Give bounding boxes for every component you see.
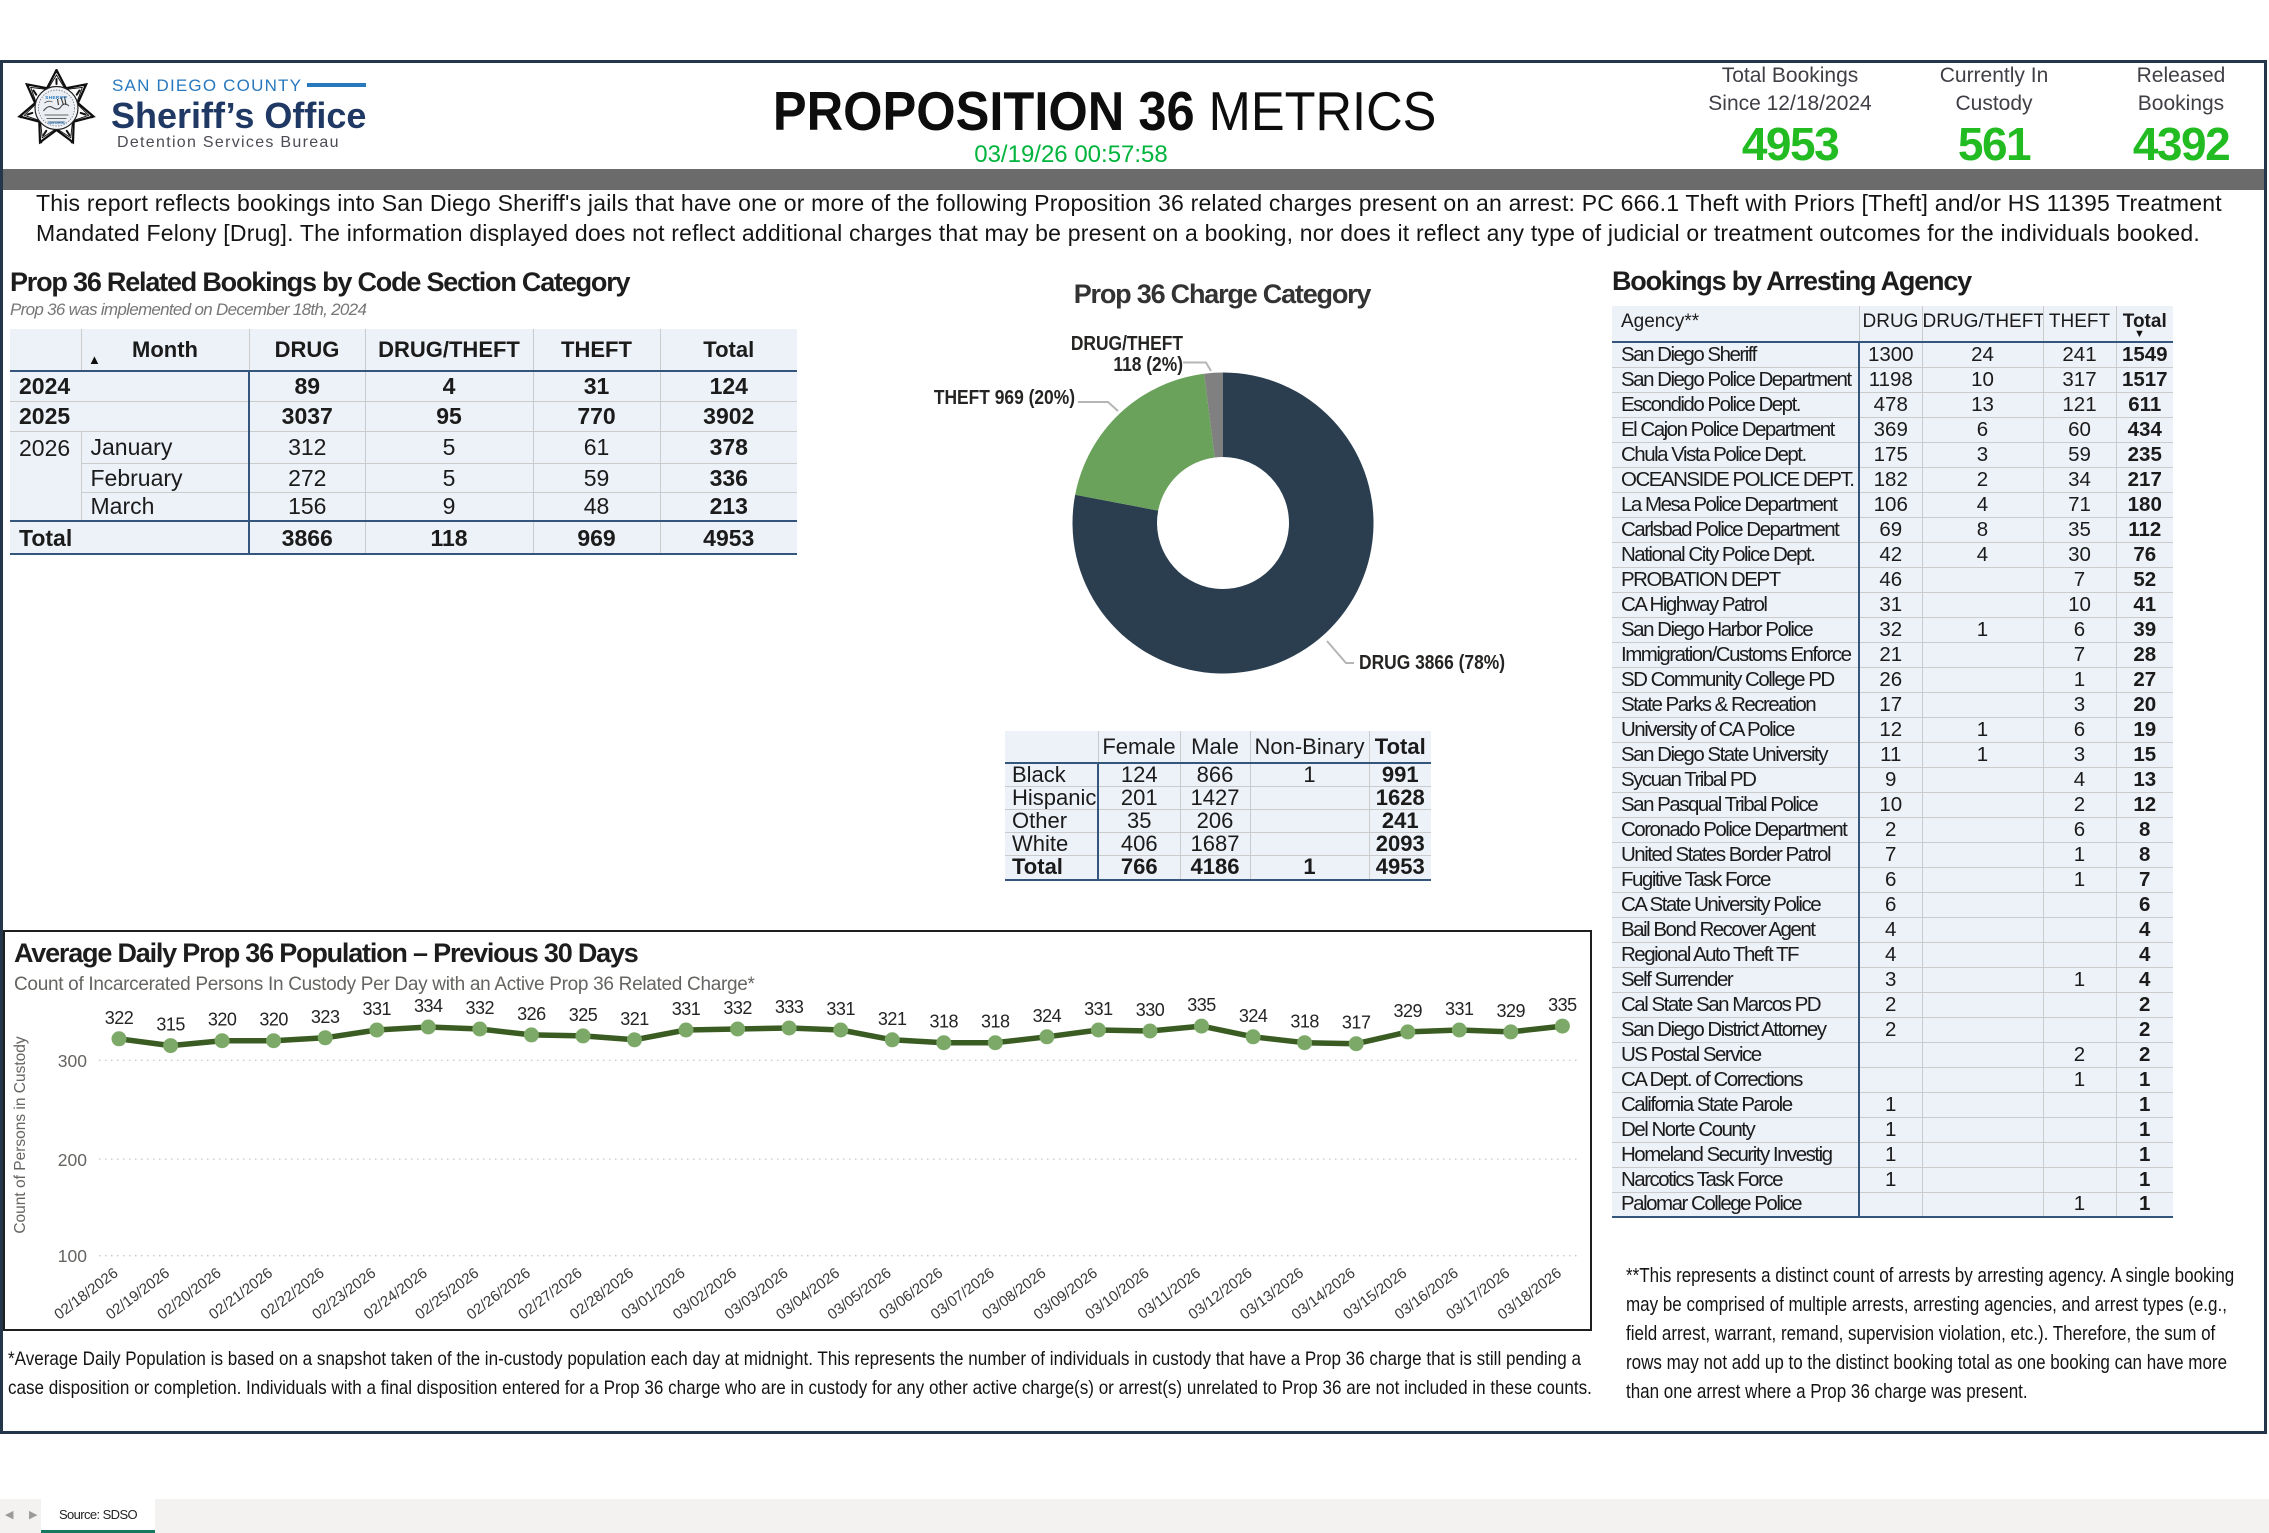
svg-text:300: 300 xyxy=(58,1051,87,1071)
svg-text:332: 332 xyxy=(723,998,752,1018)
svg-text:324: 324 xyxy=(1033,1006,1062,1026)
svg-text:329: 329 xyxy=(1497,1001,1526,1021)
svg-text:330: 330 xyxy=(1136,1000,1165,1020)
svg-text:335: 335 xyxy=(1187,995,1216,1015)
svg-text:331: 331 xyxy=(1084,999,1113,1019)
svg-text:322: 322 xyxy=(105,1008,134,1028)
svg-text:334: 334 xyxy=(414,996,443,1016)
svg-text:100: 100 xyxy=(58,1246,87,1266)
svg-text:321: 321 xyxy=(878,1009,907,1029)
svg-text:335: 335 xyxy=(1548,995,1577,1015)
svg-text:200: 200 xyxy=(58,1150,87,1170)
svg-text:332: 332 xyxy=(466,998,495,1018)
svg-text:331: 331 xyxy=(1445,999,1474,1019)
svg-text:Count of Persons in Custody: Count of Persons in Custody xyxy=(12,1036,29,1234)
svg-text:331: 331 xyxy=(672,999,701,1019)
svg-text:326: 326 xyxy=(517,1004,546,1024)
svg-text:320: 320 xyxy=(208,1010,237,1030)
svg-text:323: 323 xyxy=(311,1007,340,1027)
svg-text:333: 333 xyxy=(775,997,804,1017)
svg-text:SAN DIEGO: SAN DIEGO xyxy=(48,121,66,125)
svg-text:321: 321 xyxy=(620,1009,649,1029)
svg-text:318: 318 xyxy=(981,1012,1010,1032)
svg-text:318: 318 xyxy=(930,1012,959,1032)
svg-text:331: 331 xyxy=(826,999,855,1019)
svg-text:325: 325 xyxy=(569,1005,598,1025)
svg-text:331: 331 xyxy=(363,999,392,1019)
svg-text:320: 320 xyxy=(259,1010,288,1030)
svg-text:329: 329 xyxy=(1394,1001,1423,1021)
svg-text:317: 317 xyxy=(1342,1013,1371,1033)
svg-text:SHERIFF: SHERIFF xyxy=(45,95,67,100)
svg-text:324: 324 xyxy=(1239,1006,1268,1026)
svg-text:315: 315 xyxy=(156,1015,185,1035)
svg-text:318: 318 xyxy=(1290,1012,1319,1032)
